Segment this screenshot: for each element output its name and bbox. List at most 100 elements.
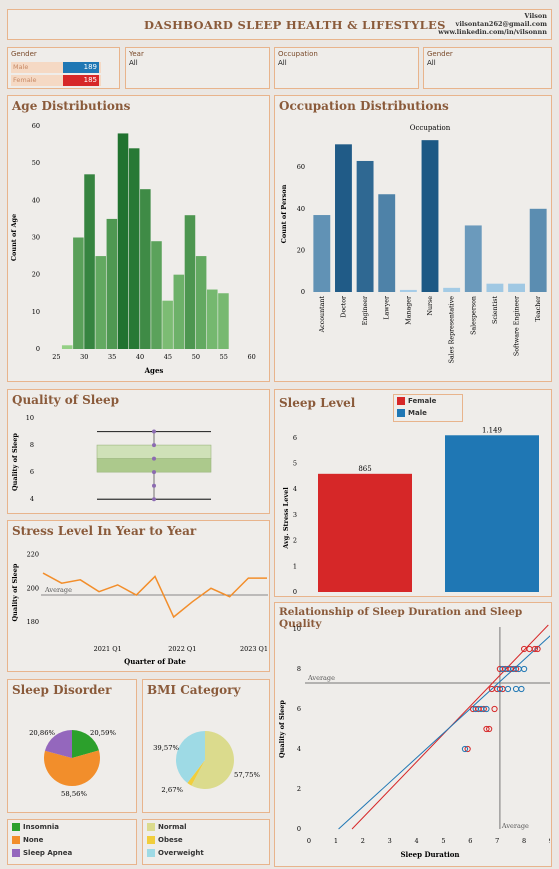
gender-male-value: 189 <box>63 62 99 73</box>
age-ytick-label: 20 <box>32 271 40 279</box>
quality-point <box>152 443 156 448</box>
age-bar <box>218 293 229 349</box>
occupation-xtick-label: Engineer <box>362 295 369 325</box>
occupation-bar <box>378 194 396 292</box>
relationship-chart: 0 2 4 6 8 10 0 1 2 3 4 5 6 7 8 9 Average Average Sleep Dur… <box>278 624 550 859</box>
legend-item-female[interactable]: Female <box>397 397 436 405</box>
disorder-panel: Sleep Disorder 20,59% 58,56% 20,86% <box>7 679 137 813</box>
stress-year-chart: 180 200 220 Average 2021 Q1 2022 Q1 2023 Q1 Qua… <box>11 550 268 666</box>
relationship-point-female <box>526 645 533 653</box>
occupation-xtick-label: Doctor <box>340 295 347 318</box>
relationship-xtick-label: 8 <box>522 837 526 845</box>
relationship-point-male <box>504 665 512 673</box>
relationship-point-female <box>486 725 493 733</box>
bmi-chart: 57,75% 2,67% 39,57% <box>153 731 260 794</box>
quality-point <box>152 429 156 434</box>
relationship-average-x-label: Average <box>501 822 529 830</box>
relationship-point-male <box>496 685 504 693</box>
relationship-xtick-label: 5 <box>441 837 445 845</box>
age-bar <box>207 289 218 349</box>
sleep-apnea-swatch <box>12 849 20 857</box>
legend-none[interactable]: None <box>12 836 43 844</box>
age-bar <box>195 256 207 349</box>
gender2-filter-label: Gender <box>427 50 453 58</box>
age-xtick-label: 60 <box>247 353 255 361</box>
quality-chart: 4 6 8 10 Quality of Sleep <box>11 414 212 503</box>
relationship-xtick-label: 2 <box>361 837 365 845</box>
stress-xtick-label: 2022 Q1 <box>168 645 196 653</box>
quality-ylabel: Quality of Sleep <box>11 433 19 491</box>
bmi-panel: BMI Category 57,75% 2,67% 39,57% <box>142 679 270 813</box>
stress-ytick-label: 180 <box>27 618 39 626</box>
age-bar <box>151 241 162 349</box>
stress-average-label: Average <box>44 586 72 594</box>
bmi-slice <box>187 760 205 786</box>
quality-ytick-label: 10 <box>26 414 34 422</box>
occupation-xtick-label: Sales Representative <box>449 296 456 364</box>
occupation-bar <box>313 215 331 292</box>
relationship-point-male <box>518 685 525 693</box>
occupation-bar <box>356 160 374 292</box>
relationship-point-female <box>512 665 520 673</box>
legend-normal[interactable]: Normal <box>147 823 187 831</box>
quality-point <box>152 483 156 488</box>
quality-ytick-label: 4 <box>30 495 34 503</box>
legend-obese[interactable]: Obese <box>147 836 183 844</box>
disorder-chart: 20,59% 58,56% 20,86% <box>29 729 116 798</box>
author-linkedin[interactable]: www.linkedin.com/in/vilsonnn <box>438 28 547 36</box>
occupation-bar <box>464 225 482 292</box>
relationship-ylabel: Quality of Sleep <box>278 700 286 758</box>
age-xtick-label: 25 <box>52 353 60 361</box>
sleep-level-ytick-label: 4 <box>293 485 297 493</box>
age-xtick-label: 40 <box>136 353 144 361</box>
gender-row-male[interactable]: Male 189 <box>11 62 101 73</box>
sleep-level-data-label: 865 <box>358 465 371 473</box>
age-xtick-label: 50 <box>192 353 200 361</box>
occupation-bar <box>486 283 504 292</box>
gender-filter-2[interactable]: Gender All <box>423 47 552 89</box>
gender-female-label: Female <box>13 76 37 84</box>
stress-ytick-label: 220 <box>27 550 39 558</box>
obese-swatch <box>147 836 155 844</box>
legend-sleep-apnea[interactable]: Sleep Apnea <box>12 849 72 857</box>
relationship-xtick-label: 1 <box>334 837 338 845</box>
age-ytick-label: 60 <box>32 122 40 130</box>
disorder-slice <box>72 730 99 758</box>
sleep-level-ytick-label: 3 <box>293 511 297 519</box>
occupation-xtick-label: Teacher <box>535 295 542 322</box>
occupation-filter[interactable]: Occupation All <box>274 47 419 89</box>
stress-ylabel: Quality of Sleep <box>11 563 19 621</box>
relationship-point-female <box>464 745 471 753</box>
age-ytick-label: 0 <box>36 345 40 353</box>
quality-point <box>152 497 156 502</box>
year-filter[interactable]: Year All <box>125 47 270 89</box>
stress-xtick-label: 2023 Q1 <box>240 645 268 653</box>
relationship-ytick-label: 8 <box>297 665 301 673</box>
stress-ytick-label: 200 <box>27 584 39 592</box>
age-ytick-label: 10 <box>32 308 40 316</box>
disorder-slice <box>44 730 72 758</box>
sleep-level-ytick-label: 1 <box>293 562 297 570</box>
occupation-xtick-label: Lawyer <box>384 295 391 320</box>
legend-obese-label: Obese <box>158 836 183 844</box>
female-swatch <box>397 397 405 405</box>
normal-swatch <box>147 823 155 831</box>
gender-filter[interactable]: Gender Male 189 Female 185 <box>7 47 120 89</box>
sleep-level-bar <box>318 473 412 592</box>
bmi-slice-label: 2,67% <box>161 786 183 794</box>
relationship-xlabel: Sleep Duration <box>401 850 460 859</box>
occupation-xtick-label: Manager <box>405 295 412 325</box>
occupation-ytick-label: 0 <box>301 288 305 296</box>
relationship-average-y-label: Average <box>307 674 335 682</box>
sleep-level-chart: 0 1 2 3 4 5 6 865 1.149 Avg. Stress Level <box>282 426 539 595</box>
legend-item-male[interactable]: Male <box>397 409 427 417</box>
occupation-bar <box>508 283 525 292</box>
legend-overweight[interactable]: Overweight <box>147 849 204 857</box>
legend-insomnia[interactable]: Insomnia <box>12 823 59 831</box>
occupation-xtick-label: Accountant <box>319 296 326 334</box>
gender-row-female[interactable]: Female 185 <box>11 75 101 86</box>
disorder-slice-label: 58,56% <box>61 790 87 798</box>
legend-overweight-label: Overweight <box>158 849 204 857</box>
relationship-point-male <box>504 685 512 693</box>
author-email[interactable]: vilsontan262@gmail.com <box>455 20 547 28</box>
